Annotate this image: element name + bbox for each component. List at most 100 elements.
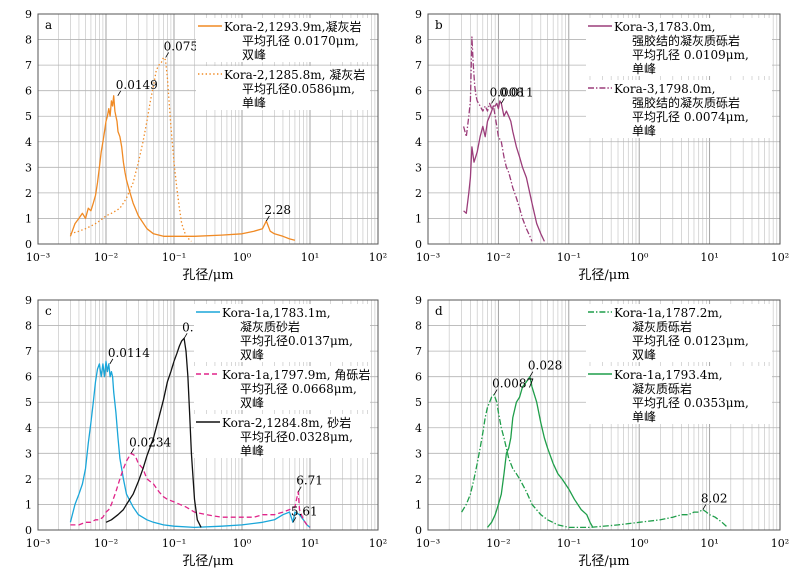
- y-tick-label: 0: [415, 238, 422, 251]
- legend-backdrop: [196, 18, 370, 62]
- panel-letter: b: [435, 18, 443, 32]
- legend-entry-text: Kora-2,1293.9m,凝灰岩: [224, 19, 361, 34]
- x-tick-label: 10⁻¹: [557, 537, 581, 550]
- legend-entry-text: 双峰: [632, 348, 656, 362]
- legend-entry-text: 凝灰质砂岩: [240, 319, 300, 334]
- annotation-label: 0.0087: [492, 377, 534, 391]
- y-tick-label: 2: [415, 187, 422, 200]
- y-tick-label: 9: [25, 8, 32, 21]
- x-tick-label: 10²: [369, 537, 387, 550]
- y-tick-label: 2: [415, 473, 422, 486]
- y-tick-label: 6: [25, 371, 32, 384]
- legend-entry-text: 平均孔径 0.0668μm,: [240, 382, 357, 396]
- series-line-2: [486, 376, 594, 528]
- x-tick-label: 10⁻³: [26, 537, 50, 550]
- x-tick-label: 10⁰: [630, 251, 649, 264]
- x-tick-label: 10⁰: [630, 537, 649, 550]
- x-axis-label: 孔径/μm: [578, 554, 629, 569]
- x-tick-label: 10⁻¹: [162, 537, 186, 550]
- panel-letter: a: [45, 18, 52, 32]
- legend-backdrop: [586, 366, 772, 424]
- legend-entry-text: 平均孔径0.0328μm,: [240, 430, 353, 444]
- legend-backdrop: [194, 366, 370, 410]
- y-tick-label: 6: [415, 85, 422, 98]
- panel-letter: d: [435, 304, 443, 318]
- legend-entry-text: 双峰: [242, 48, 266, 62]
- legend-entry-text: Kora-2,1285.8m, 凝灰岩: [224, 67, 365, 82]
- annotation-leader: [297, 486, 302, 492]
- legend-entry-text: 凝灰质砾岩: [632, 381, 692, 396]
- legend-entry-text: 平均孔径0.0137μm,: [240, 334, 353, 348]
- x-tick-label: 10⁰: [233, 537, 252, 550]
- annotation-leader: [265, 215, 270, 222]
- annotation-label: 8.02: [701, 492, 728, 506]
- annotation-label: 0.0234: [129, 435, 171, 449]
- y-tick-label: 8: [415, 34, 422, 47]
- legend-entry-text: Kora-3,1783.0m,: [614, 20, 715, 34]
- series-line-1: [461, 393, 729, 529]
- legend-entry-text: 平均孔径 0.0123μm,: [632, 334, 749, 348]
- y-tick-label: 1: [415, 212, 422, 225]
- legend-entry-text: 平均孔径 0.0353μm,: [632, 396, 749, 410]
- annotation-leader: [292, 517, 297, 523]
- y-tick-label: 1: [415, 498, 422, 511]
- annotation-leader: [183, 333, 188, 339]
- y-tick-label: 6: [25, 85, 32, 98]
- legend-entry-text: 强胶结的凝灰质砾岩: [632, 33, 740, 48]
- legend-entry-text: 单峰: [632, 62, 656, 76]
- series-line-1: [69, 95, 296, 241]
- legend-entry-text: 平均孔径 0.0109μm,: [632, 48, 749, 62]
- x-tick-label: 10²: [369, 251, 387, 264]
- legend-backdrop: [586, 304, 772, 362]
- y-tick-label: 9: [415, 8, 422, 21]
- y-tick-label: 7: [25, 345, 32, 358]
- y-tick-label: 8: [25, 320, 32, 333]
- y-tick-label: 8: [25, 34, 32, 47]
- y-tick-label: 1: [25, 212, 32, 225]
- y-tick-label: 3: [25, 161, 32, 174]
- annotation-label: 0.0114: [108, 346, 150, 360]
- series-line-1: [463, 100, 545, 242]
- annotation-leader: [109, 358, 114, 365]
- legend-entry-text: 单峰: [242, 96, 266, 110]
- plot-frame: [37, 299, 379, 531]
- annotation-label: 0.008: [490, 85, 524, 99]
- panel-c: 0 1 2 3 4 5 6 7 8 9 10⁻³ 10⁻² 10⁻¹ 10⁰ 10¹ 10² 孔径/μm c 0.0…: [25, 294, 387, 569]
- annotation-leader: [130, 448, 135, 454]
- x-tick-label: 10¹: [301, 251, 319, 264]
- y-tick-label: 3: [415, 447, 422, 460]
- series-line-3: [105, 337, 202, 528]
- y-tick-label: 9: [25, 294, 32, 307]
- series-line-2: [462, 36, 533, 242]
- legend-entry-text: 平均孔径 0.0170μm,: [242, 34, 359, 48]
- legend-entry-text: Kora-2,1284.8m, 砂岩: [222, 415, 351, 430]
- annotation-label: 0.011: [499, 85, 533, 99]
- y-tick-label: 5: [415, 396, 422, 409]
- y-tick-label: 4: [415, 422, 422, 435]
- plot-frame: [37, 13, 379, 245]
- legend-entry-text: 平均孔径 0.0074μm,: [632, 110, 749, 124]
- legend-entry-text: 单峰: [632, 410, 656, 424]
- legend-entry-text: 双峰: [240, 396, 264, 410]
- x-tick-label: 10²: [771, 537, 789, 550]
- panel-letter: c: [45, 304, 52, 318]
- annotation-label: 5.61: [291, 504, 318, 518]
- series-line-2: [70, 452, 311, 528]
- annotation-leader: [165, 52, 170, 58]
- annotation-leader: [491, 98, 495, 104]
- x-axis-label: 孔径/μm: [182, 268, 233, 283]
- annotation-leader: [493, 389, 498, 395]
- legend-backdrop: [194, 304, 370, 362]
- y-tick-label: 8: [415, 320, 422, 333]
- y-tick-label: 4: [25, 136, 32, 149]
- annotation-leader: [500, 98, 505, 104]
- annotation-leader: [702, 504, 707, 510]
- legend-entry-text: Kora-3,1798.0m,: [614, 82, 715, 96]
- legend-entry-text: 单峰: [632, 124, 656, 138]
- annotation-label: 6.71: [296, 474, 323, 488]
- x-tick-label: 10⁻²: [94, 251, 118, 264]
- x-tick-label: 10⁰: [233, 251, 252, 264]
- legend-entry-text: Kora-1a,1787.2m,: [614, 306, 723, 320]
- y-tick-label: 0: [25, 524, 32, 537]
